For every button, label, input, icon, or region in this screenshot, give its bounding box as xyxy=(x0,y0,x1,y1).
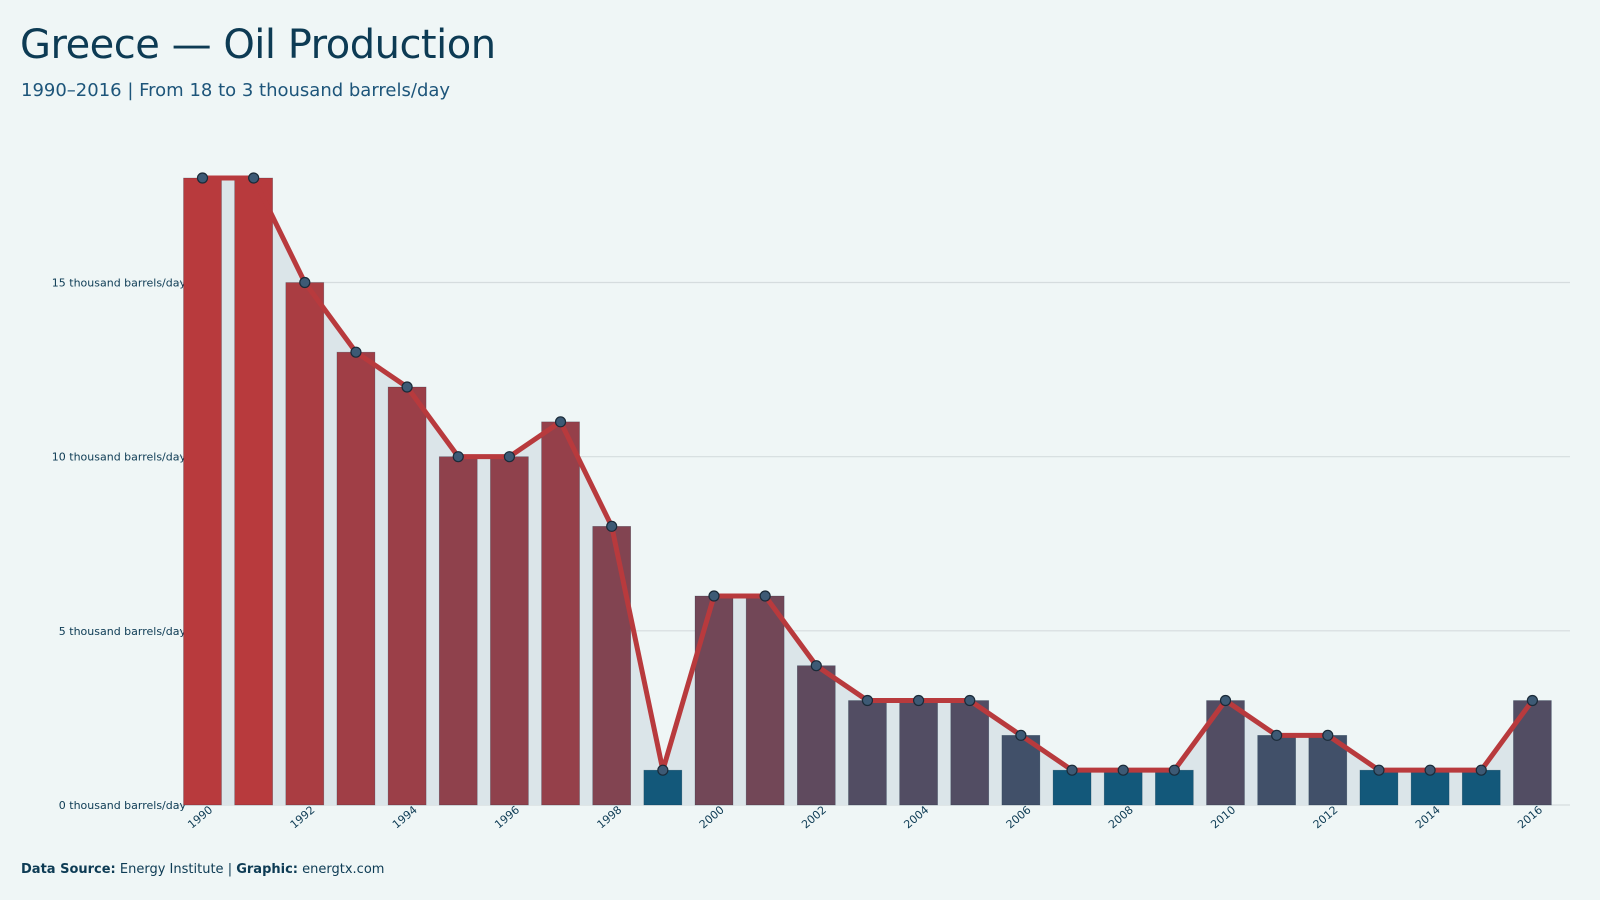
x-tick-label: 1998 xyxy=(595,803,625,831)
x-tick-label: 2016 xyxy=(1515,803,1545,831)
bar xyxy=(848,700,887,806)
data-point xyxy=(1066,764,1078,776)
data-point xyxy=(299,276,311,289)
bar xyxy=(438,456,478,806)
x-tick-label: 2006 xyxy=(1004,803,1034,831)
x-tick-label: 2014 xyxy=(1413,803,1443,831)
bar xyxy=(336,351,376,806)
bar xyxy=(234,177,273,806)
bar xyxy=(183,177,222,806)
data-point xyxy=(1015,729,1027,741)
data-point xyxy=(452,451,464,463)
chart-subtitle: 1990–2016 | From 18 to 3 thousand barrel… xyxy=(21,80,451,101)
data-point xyxy=(1373,764,1385,776)
y-tick-label: 10 thousand barrels/day xyxy=(52,451,187,464)
y-tick-label: 5 thousand barrels/day xyxy=(59,625,187,638)
bar xyxy=(745,595,785,806)
data-point xyxy=(1424,764,1436,776)
area-fill xyxy=(202,178,1533,805)
bar xyxy=(899,700,938,806)
data-point xyxy=(401,381,413,393)
bar xyxy=(1410,769,1450,806)
data-point xyxy=(912,694,925,707)
data-point xyxy=(196,172,209,184)
bar xyxy=(1103,769,1143,806)
x-tick-label: 2002 xyxy=(799,803,829,831)
data-point xyxy=(1526,694,1539,707)
bar xyxy=(490,456,529,806)
data-point xyxy=(1271,729,1283,741)
x-tick-label: 1992 xyxy=(288,803,318,831)
bar xyxy=(1155,769,1194,806)
data-point xyxy=(964,694,976,707)
data-point xyxy=(708,590,720,602)
data-point xyxy=(861,694,874,707)
points xyxy=(196,172,1539,776)
data-point xyxy=(503,451,515,463)
bar xyxy=(387,386,427,806)
data-point xyxy=(1168,764,1180,776)
bar xyxy=(285,282,325,806)
x-tick-label: 2010 xyxy=(1208,803,1238,831)
data-point xyxy=(248,172,260,184)
source-value: Energy Institute xyxy=(119,862,224,877)
data-point xyxy=(1322,729,1334,741)
bar xyxy=(950,700,990,806)
data-point xyxy=(1475,764,1487,776)
bar xyxy=(1257,735,1296,806)
data-point xyxy=(810,660,822,672)
x-tick-label: 2008 xyxy=(1106,803,1136,831)
x-tick-label: 2012 xyxy=(1311,803,1341,831)
data-point xyxy=(606,520,618,532)
data-point xyxy=(759,590,771,602)
footer-separator: | xyxy=(227,862,233,877)
bars xyxy=(183,177,1552,806)
x-tick-label: 1990 xyxy=(185,803,215,831)
bar xyxy=(796,665,836,806)
bar xyxy=(541,421,580,806)
data-point xyxy=(554,416,567,428)
x-tick-label: 1994 xyxy=(390,803,420,831)
x-tick-label: 2000 xyxy=(697,803,727,831)
data-point xyxy=(1117,764,1129,776)
data-point xyxy=(350,346,362,358)
bar xyxy=(643,769,683,806)
y-tick-label: 15 thousand barrels/day xyxy=(52,277,187,290)
x-tick-label: 1996 xyxy=(492,803,522,831)
bar xyxy=(592,526,632,806)
chart-footer: Data Source: Energy Institute | Graphic:… xyxy=(21,862,384,877)
bar xyxy=(694,595,734,806)
graphic-value: energtx.com xyxy=(302,862,385,877)
source-label: Data Source: xyxy=(21,862,116,877)
x-tick-label: 2004 xyxy=(901,803,931,831)
data-point xyxy=(657,764,669,776)
y-tick-label: 0 thousand barrels/day xyxy=(59,799,187,812)
bar xyxy=(1359,769,1399,806)
graphic-label: Graphic: xyxy=(236,862,298,877)
data-point xyxy=(1219,694,1232,707)
chart-title: Greece — Oil Production xyxy=(20,22,496,68)
bar xyxy=(1461,769,1501,806)
